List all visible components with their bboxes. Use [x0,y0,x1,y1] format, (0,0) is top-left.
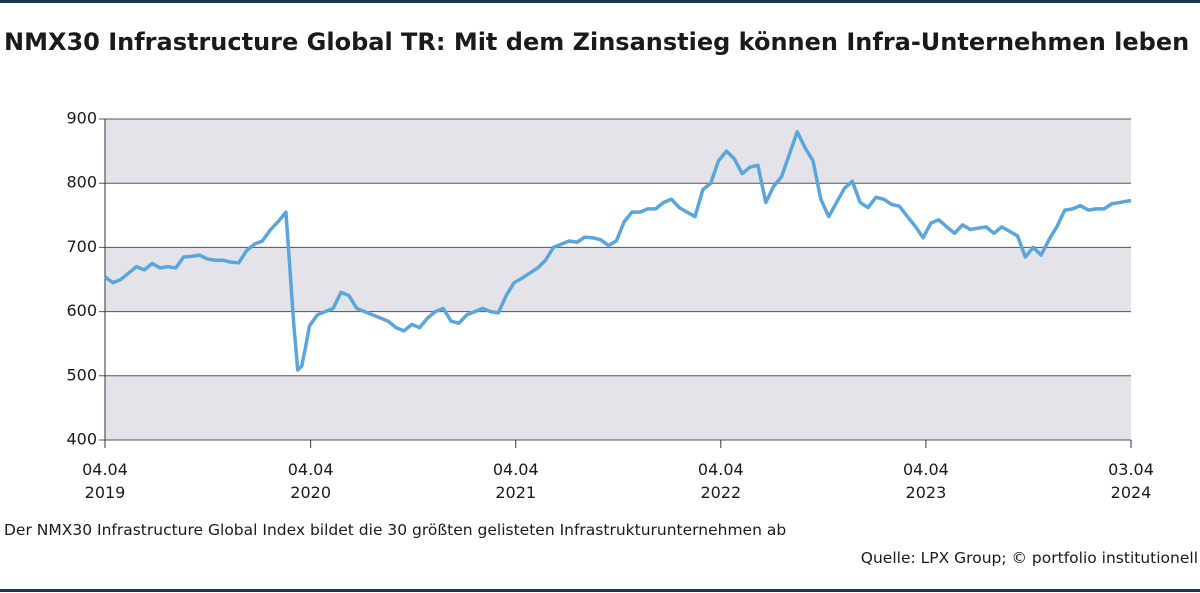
top-rule [0,0,1200,3]
y-tick-label: 500 [66,365,97,384]
y-tick-label: 900 [66,109,97,128]
line [103,130,1132,372]
y-tick-label: 400 [66,430,97,449]
x-tick-label: 04.04 2021 [492,460,539,502]
x-tick-label: 04.04 2023 [903,460,949,502]
y-tick-label: 600 [66,301,97,320]
x-tick-label: 04.04 2019 [82,460,128,502]
x-tick-label: 03.04 2024 [1108,460,1154,502]
bands [105,119,1131,440]
chart-title: NMX30 Infrastructure Global TR: Mit dem … [4,28,1190,56]
y-tick-label: 800 [66,173,97,192]
x-tick-label: 04.04 2022 [697,460,744,502]
band [105,375,1131,440]
bottom-rule [0,589,1200,592]
band [105,119,1131,184]
x-tick-label: 04.04 2020 [287,460,334,502]
y-tick-label: 700 [66,237,97,256]
note: Der NMX30 Infrastructure Global Index bi… [4,521,787,539]
band [105,247,1131,312]
source: Quelle: LPX Group; © portfolio instituti… [860,549,1198,567]
